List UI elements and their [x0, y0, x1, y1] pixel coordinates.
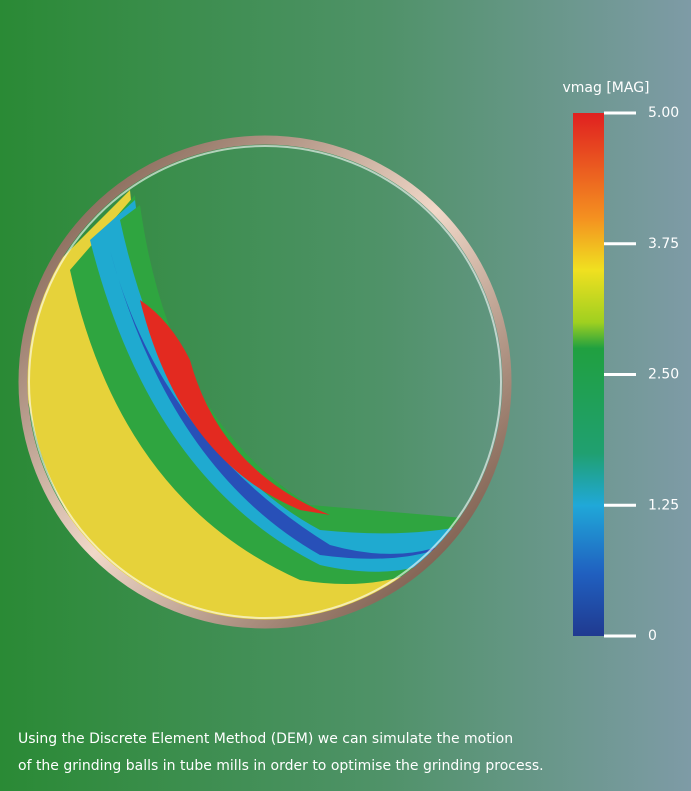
tick-label: 1.25 — [648, 497, 679, 513]
tick-label: 5.00 — [648, 105, 679, 121]
mill-shell — [18, 135, 512, 629]
tick-label: 2.50 — [648, 367, 679, 383]
colorbar-label: vmag [MAG] — [562, 80, 649, 96]
particles-mid — [70, 195, 490, 584]
caption: Using the Discrete Element Method (DEM) … — [18, 726, 544, 780]
mill-liner — [28, 145, 502, 619]
caption-line: of the grinding balls in tube mills in o… — [18, 758, 544, 774]
tick-label: 3.75 — [648, 236, 679, 252]
particles-fast — [140, 300, 330, 515]
colorbar — [573, 113, 604, 636]
tick-label: 0 — [648, 628, 657, 644]
caption-line: Using the Discrete Element Method (DEM) … — [18, 731, 514, 747]
